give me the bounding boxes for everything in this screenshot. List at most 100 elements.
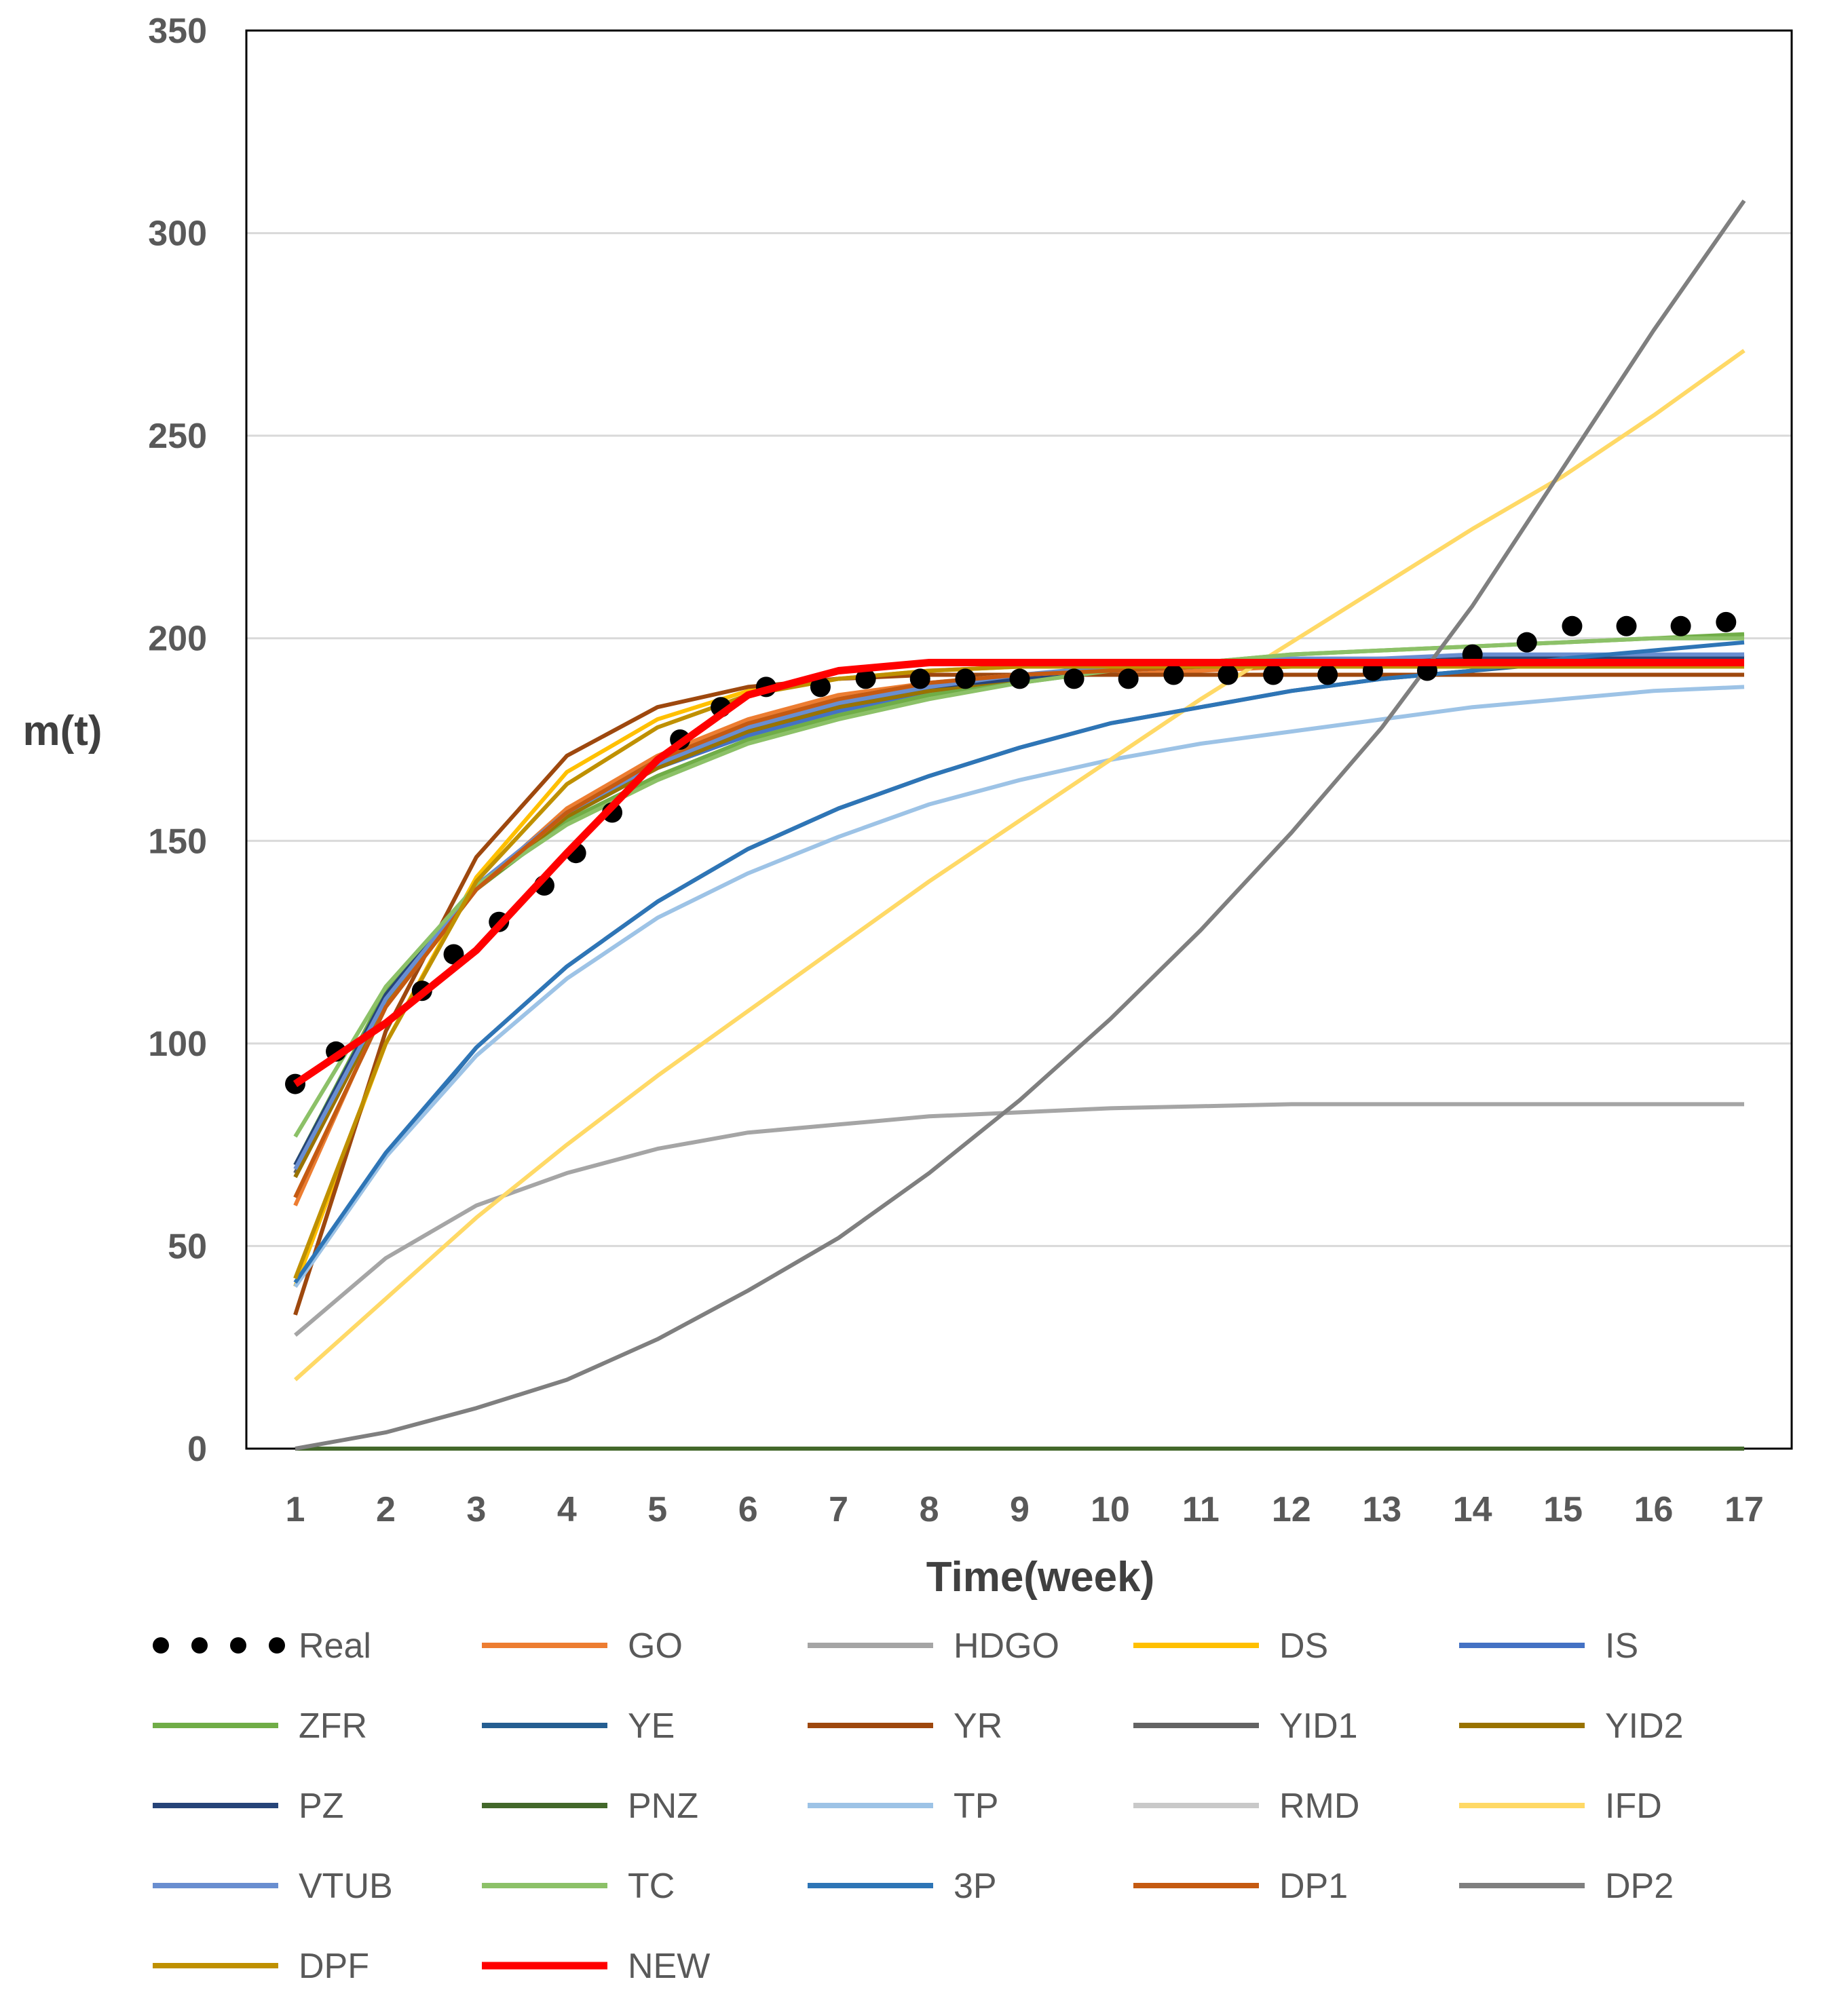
series-line-dpf [293, 664, 1744, 1280]
legend-label: DPF [299, 1947, 369, 1986]
y-tick-label: 350 [148, 12, 207, 51]
legend-item-tp: TP [808, 1787, 998, 1826]
legend-item-3p: 3P [808, 1867, 997, 1906]
y-tick-label: 250 [148, 417, 207, 456]
gridlines [246, 232, 1792, 1247]
legend-swatch-dot [269, 1637, 285, 1654]
data-point [1263, 664, 1284, 685]
y-axis-title: m(t) [22, 708, 102, 755]
x-tick-label: 11 [1182, 1490, 1220, 1529]
legend-item-tc: TC [482, 1867, 675, 1906]
y-tick-label: 150 [148, 822, 207, 861]
x-tick-label: 15 [1543, 1490, 1583, 1529]
data-point [1009, 668, 1030, 689]
x-tick-label: 4 [557, 1490, 577, 1529]
series-line-tp [293, 685, 1745, 1288]
legend-label: DP2 [1605, 1867, 1674, 1906]
legend-item-rmd: RMD [1133, 1787, 1359, 1826]
legend-label: IFD [1605, 1787, 1662, 1826]
legend-item-pz: PZ [153, 1787, 343, 1826]
y-tick-label: 100 [148, 1025, 207, 1064]
x-tick-label: 12 [1272, 1490, 1311, 1529]
data-point [1063, 668, 1085, 689]
legend-label: HDGO [954, 1626, 1059, 1666]
x-tick-label: 2 [376, 1490, 396, 1529]
legend-label: Real [299, 1626, 371, 1666]
legend-label: YE [628, 1706, 675, 1746]
series-layer [285, 199, 1746, 1451]
legend-item-dpf: DPF [153, 1947, 369, 1986]
legend-item-ifd: IFD [1459, 1787, 1662, 1826]
legend-label: TC [628, 1867, 675, 1906]
data-point [1218, 664, 1239, 685]
legend-item-yid1: YID1 [1133, 1706, 1358, 1746]
x-tick-label: 3 [466, 1490, 486, 1529]
data-point [1670, 615, 1691, 636]
legend-label: YID1 [1279, 1706, 1358, 1746]
x-tick-label: 9 [1010, 1490, 1030, 1529]
series-line-hdgo [294, 1102, 1744, 1337]
legend-label: YR [954, 1706, 1002, 1746]
y-tick-label: 300 [148, 214, 207, 254]
data-point [1317, 664, 1338, 685]
legend-label: PNZ [628, 1787, 698, 1826]
x-axis-title: Time(week) [926, 1554, 1155, 1601]
x-tick-label: 10 [1091, 1490, 1130, 1529]
data-point [855, 668, 876, 689]
legend-item-zfr: ZFR [153, 1706, 367, 1746]
legend-item-real: Real [153, 1626, 371, 1666]
series-line-ifd [293, 349, 1746, 1381]
legend-item-yr: YR [808, 1706, 1002, 1746]
legend-label: YID2 [1605, 1706, 1684, 1746]
data-point [1118, 668, 1139, 689]
y-tick-label: 0 [187, 1430, 207, 1469]
x-tick-label: 13 [1362, 1490, 1401, 1529]
x-tick-label: 5 [647, 1490, 667, 1529]
legend-item-dp2: DP2 [1459, 1867, 1674, 1906]
legend-swatch-dot [191, 1637, 208, 1654]
legend-label: 3P [954, 1867, 997, 1906]
legend-label: TP [954, 1787, 998, 1826]
legend-label: RMD [1279, 1787, 1359, 1826]
legend-item-new: NEW [482, 1947, 710, 1986]
legend-item-vtub: VTUB [153, 1867, 393, 1906]
data-point [443, 944, 464, 965]
data-point [810, 676, 831, 698]
data-point [1163, 664, 1184, 685]
legend-swatch-dot [153, 1637, 169, 1654]
legend-item-dp1: DP1 [1133, 1867, 1348, 1906]
data-point [1716, 611, 1737, 632]
legend-item-yid2: YID2 [1459, 1706, 1684, 1746]
x-tick-label: 6 [738, 1490, 758, 1529]
series-line-new [293, 659, 1744, 1088]
legend-label: GO [628, 1626, 683, 1666]
legend-label: DP1 [1279, 1867, 1348, 1906]
series-line-dp2 [295, 199, 1746, 1451]
x-tick-label: 8 [920, 1490, 939, 1529]
data-point [1516, 632, 1537, 653]
data-point [909, 668, 930, 689]
data-point [1616, 615, 1637, 636]
legend-swatch-dot [230, 1637, 246, 1654]
data-point [955, 668, 976, 689]
legend-label: IS [1605, 1626, 1638, 1666]
legend-item-go: GO [482, 1626, 683, 1666]
legend-label: VTUB [299, 1867, 393, 1906]
x-axis-ticks: 1 2 3 4 5 6 7 8 9 10 11 12 13 14 15 16 17 [286, 1490, 1764, 1529]
legend-label: DS [1279, 1626, 1328, 1666]
legend-label: NEW [628, 1947, 710, 1986]
x-tick-label: 7 [829, 1490, 848, 1529]
y-tick-label: 50 [168, 1227, 207, 1266]
legend-label: ZFR [299, 1706, 367, 1746]
data-point [1562, 615, 1583, 636]
x-tick-label: 16 [1634, 1490, 1674, 1529]
x-tick-label: 17 [1724, 1490, 1764, 1529]
legend-item-ye: YE [482, 1706, 675, 1746]
legend: Real GO HDGO DS IS ZFR YE YR YID1 YID2 PZ PNZ TP RMD I… [153, 1626, 1684, 1986]
legend-label: PZ [299, 1787, 343, 1826]
legend-item-is: IS [1459, 1626, 1638, 1666]
y-axis-ticks: 0 50 100 150 200 250 300 350 [148, 12, 207, 1469]
legend-item-ds: DS [1133, 1626, 1328, 1666]
